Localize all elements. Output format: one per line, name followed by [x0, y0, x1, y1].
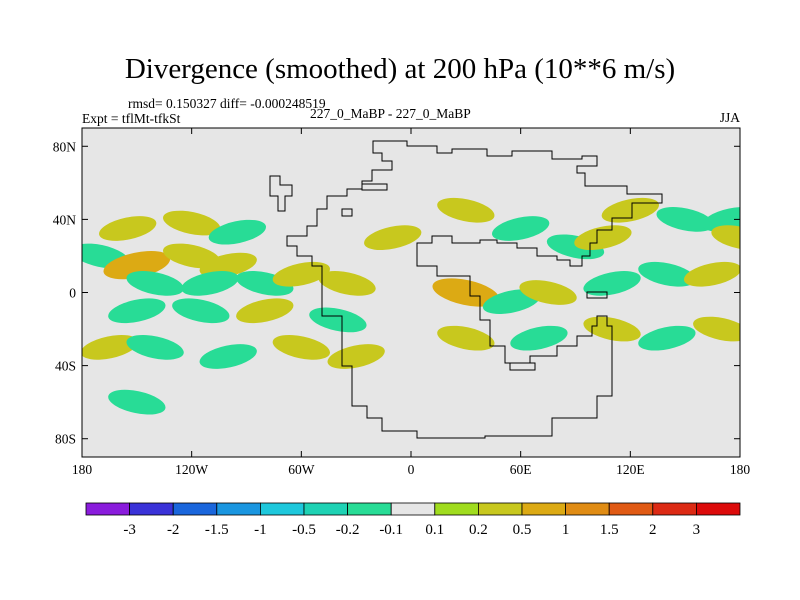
field-cell: [309, 307, 367, 333]
x-tick-label: 180: [72, 462, 93, 477]
field-cell: [172, 298, 230, 324]
x-tick-label: 120W: [175, 462, 208, 477]
colorbar-swatch: [652, 502, 697, 516]
field-cell: [108, 389, 166, 415]
field-cell: [126, 271, 184, 296]
colorbar-swatch: [608, 502, 654, 516]
colorbar-swatch: [477, 502, 523, 516]
axis-ticks: 180 120W 60W 0 60E 120E 180 80N 40N 0 40S 80S: [53, 128, 751, 477]
experiment-pair: 227_0_MaBP - 227_0_MaBP: [310, 106, 471, 121]
field-cell: [683, 261, 740, 287]
field-cell: [519, 280, 577, 305]
colorbar-label: 3: [693, 522, 701, 538]
field-cell: [437, 197, 495, 223]
field-cell: [318, 271, 376, 296]
field-cell: [574, 225, 632, 251]
x-tick-label: 180: [730, 462, 751, 477]
colorbar: -3 -2 -1.5 -1 -0.5 -0.2 -0.1 0.1 0.2 0.5 1 1.5 2 3: [85, 502, 741, 538]
south-asia-outline: [509, 362, 536, 371]
field-cell: [208, 219, 267, 245]
colorbar-swatch: [129, 502, 174, 516]
africa-europe-asia-outline: [286, 140, 663, 439]
field-cell: [99, 216, 157, 241]
colorbar-label: -2: [167, 522, 180, 538]
field-cell: [437, 325, 495, 351]
x-tick-label: 0: [408, 462, 415, 477]
y-tick-label: 40N: [53, 212, 77, 227]
chart-title: Divergence (smoothed) at 200 hPa (10**6 …: [124, 53, 676, 85]
field-cell: [432, 278, 500, 307]
field-cell: [601, 197, 659, 223]
arctic-islands-outline: [361, 183, 388, 191]
colorbar-swatch: [216, 502, 261, 516]
field-cell: [181, 271, 239, 296]
field-cell: [492, 216, 550, 241]
y-tick-label: 80S: [55, 432, 76, 447]
field-cell: [108, 298, 166, 324]
colorbar-label: -0.5: [292, 522, 316, 538]
colorbar-label: 2: [649, 522, 657, 538]
field-cell: [199, 344, 257, 369]
colorbar-swatch: [85, 502, 130, 516]
x-tick-label: 60E: [510, 462, 532, 477]
colorbar-label: 0.2: [469, 522, 488, 538]
expt-label: Expt = tflMt-tfkSt: [82, 111, 181, 126]
field-cell: [272, 261, 330, 287]
coastlines: [269, 140, 663, 439]
colorbar-label: -0.2: [336, 522, 360, 538]
field-cell: [510, 325, 568, 351]
colorbar-swatch: [696, 502, 741, 516]
colorbar-swatch: [259, 502, 305, 516]
x-tick-label: 120E: [616, 462, 645, 477]
colorbar-label: -0.1: [379, 522, 403, 538]
field-cell: [163, 210, 221, 236]
colorbar-swatch: [434, 502, 479, 516]
field-cell: [364, 225, 422, 251]
colorbar-label: 0.1: [425, 522, 444, 538]
field-cell: [656, 207, 714, 232]
colorbar-swatch: [565, 502, 610, 516]
north-island-outline: [341, 208, 353, 217]
x-tick-label: 60W: [288, 462, 315, 477]
y-tick-label: 80N: [53, 139, 77, 154]
stats-text: rmsd= 0.150327 diff= -0.000248519: [128, 96, 326, 111]
colorbar-swatch: [172, 502, 218, 516]
colorbar-label: -1.5: [205, 522, 229, 538]
field-cell: [702, 207, 740, 232]
field-cell: [236, 298, 294, 324]
colorbar-swatch: [303, 502, 348, 516]
colorbar-swatch: [521, 502, 566, 516]
season-label: JJA: [719, 110, 740, 125]
tibet-box-outline: [586, 291, 608, 299]
field-cell: [583, 271, 641, 296]
colorbar-label: 1: [562, 522, 570, 538]
colorbar-label: -3: [123, 522, 136, 538]
field-cell: [272, 334, 330, 360]
field-cell: [638, 325, 696, 351]
y-tick-label: 0: [69, 286, 76, 301]
colorbar-swatch: [390, 502, 436, 516]
field-cell: [693, 316, 740, 342]
field-cell: [199, 252, 257, 278]
greenland-outline: [269, 175, 293, 212]
y-tick-label: 40S: [55, 359, 76, 374]
colorbar-swatch: [347, 502, 392, 516]
colorbar-label: 0.5: [513, 522, 532, 538]
field-cell: [82, 334, 139, 360]
field-cell: [638, 261, 696, 287]
divergence-field: [82, 197, 740, 415]
colorbar-label: 1.5: [600, 522, 619, 538]
colorbar-label: -1: [254, 522, 267, 538]
field-cell: [126, 334, 184, 360]
